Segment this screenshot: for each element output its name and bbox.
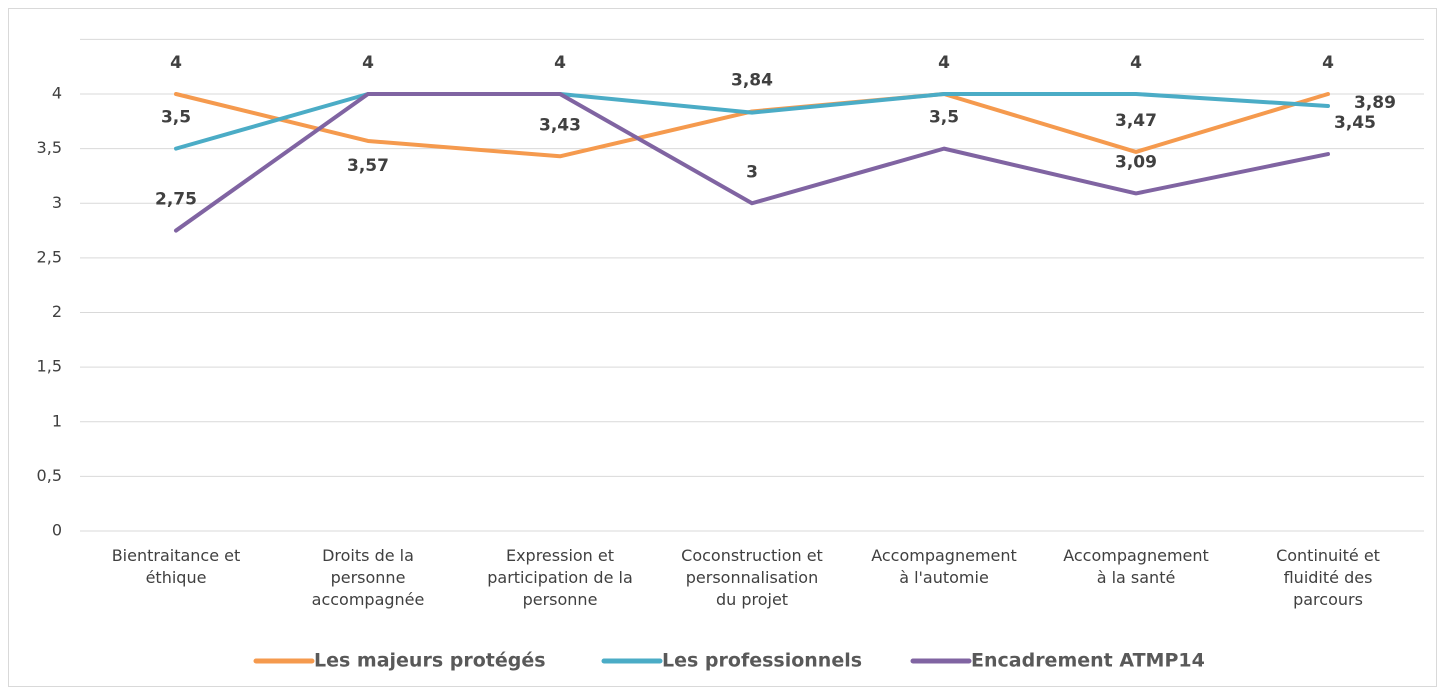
x-tick-line: accompagnée	[312, 590, 425, 609]
data-label: 3,84	[731, 70, 773, 90]
data-label: 2,75	[155, 190, 197, 210]
data-label: 4	[362, 53, 374, 73]
data-label: 4	[938, 53, 950, 73]
x-tick-line: parcours	[1293, 590, 1363, 609]
x-tick-line: personnalisation	[686, 568, 818, 587]
x-tick-line: Accompagnement	[871, 546, 1017, 565]
legend-label: Les majeurs protégés	[314, 650, 546, 672]
x-tick-line: à la santé	[1097, 568, 1176, 587]
data-label: 3,5	[161, 108, 191, 128]
series-line	[174, 92, 1330, 233]
x-tick-line: du projet	[716, 590, 788, 609]
x-tick-label: Continuité et fluidité des parcours	[1276, 546, 1380, 609]
data-label: 3,47	[1115, 111, 1157, 131]
x-tick-label: Bientraitance et éthique	[112, 546, 241, 587]
data-label: 4	[170, 53, 182, 73]
legend-label: Les professionnels	[662, 650, 862, 672]
y-tick-label: 0,5	[37, 466, 62, 485]
x-tick-line: Accompagnement	[1063, 546, 1209, 565]
y-tick-label: 3,5	[37, 138, 62, 157]
data-label: 3,45	[1334, 113, 1376, 133]
data-label: 4	[1322, 53, 1334, 73]
data-label: 4	[554, 53, 566, 73]
data-label: 3,43	[539, 115, 581, 135]
x-tick-line: Bientraitance et	[112, 546, 241, 565]
legend-label: Encadrement ATMP14	[971, 650, 1205, 672]
data-label: 3,89	[1354, 93, 1396, 113]
x-tick-label: Droits de la personne accompagnée	[312, 546, 425, 609]
x-tick-line: personne	[331, 568, 406, 587]
x-tick-line: personne	[523, 590, 598, 609]
chart-frame	[8, 8, 1437, 687]
x-tick-line: Continuité et	[1276, 546, 1380, 565]
x-tick-label: Coconstruction et personnalisation du proj…	[681, 546, 823, 609]
x-tick-line: participation de la	[487, 568, 633, 587]
x-tick-line: fluidité des	[1284, 568, 1373, 587]
x-tick-label: Accompagnement à la santé	[1063, 546, 1209, 587]
x-tick-label: Accompagnement à l'automie	[871, 546, 1017, 587]
x-tick-line: Expression et	[506, 546, 614, 565]
x-tick-line: à l'automie	[899, 568, 989, 587]
data-label: 4	[1130, 53, 1142, 73]
y-tick-label: 0	[52, 521, 62, 540]
data-label: 3,09	[1115, 152, 1157, 172]
data-label: 3,57	[347, 156, 389, 176]
y-tick-label: 4	[52, 84, 62, 103]
y-tick-label: 2	[52, 302, 62, 321]
x-tick-line: éthique	[146, 568, 207, 587]
y-tick-label: 3	[52, 193, 62, 212]
x-tick-line: Coconstruction et	[681, 546, 823, 565]
data-label: 3	[746, 162, 758, 182]
data-label: 3,5	[929, 108, 959, 128]
y-tick-label: 1,5	[37, 357, 62, 376]
y-tick-label: 2,5	[37, 247, 62, 266]
y-tick-label: 1	[52, 411, 62, 430]
x-tick-label: Expression et participation de la personne	[487, 546, 633, 609]
x-tick-line: Droits de la	[322, 546, 414, 565]
